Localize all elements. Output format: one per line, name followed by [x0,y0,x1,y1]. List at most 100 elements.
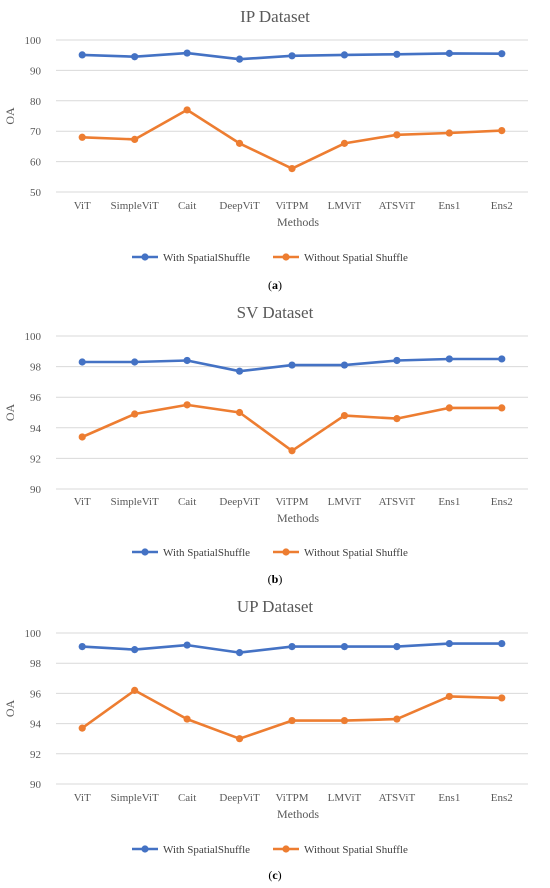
data-point [131,686,139,694]
y-tick-label: 94 [30,719,42,731]
data-point [288,716,296,725]
data-point [498,404,506,412]
x-tick-label: Ens2 [491,496,513,508]
y-tick-label: 92 [30,453,41,465]
panel-caption: (b) [268,572,283,586]
legend-entry: Without Spatial Shuffle [304,547,408,559]
x-tick-label: ATSViT [379,496,416,508]
data-point [498,694,506,702]
x-tick-label: DeepViT [219,200,260,212]
x-tick-label: ViTPM [276,496,309,508]
x-tick-label: ViT [74,200,91,212]
data-point [78,51,86,59]
panel-caption: (c) [268,868,281,882]
legend-swatch-marker [141,845,149,853]
x-tick-label: Ens2 [491,200,513,212]
x-tick-label: SimpleViT [111,792,160,804]
panel-caption: (a) [268,278,282,292]
data-point [235,408,244,417]
data-point [445,639,453,648]
data-point [393,50,401,58]
chart-panel-3: UP Dataset 90 92 94 96 98 100 OA ViT SimpleViT Cai… [3,597,528,882]
data-point [393,131,401,139]
data-point [445,404,453,412]
y-tick-label: 80 [30,96,42,108]
x-tick-label: LMViT [328,496,362,508]
y-axis-label: OA [3,404,17,422]
data-point [131,53,139,61]
data-point [183,106,191,114]
data-point [393,715,401,723]
x-tick-label: LMViT [328,792,362,804]
y-tick-label: 50 [30,187,42,199]
chart-title: UP Dataset [237,597,314,616]
x-tick-label: ATSViT [379,200,416,212]
legend-swatch-marker [141,253,149,261]
legend-entry: With SpatialShuffle [163,252,250,264]
chart-panel-1: IP Dataset 50 60 70 80 90 100 OA ViT SimpleViT Cai… [3,7,528,292]
data-point [131,410,139,418]
y-tick-label: 100 [25,35,42,47]
x-tick-label: DeepViT [219,496,260,508]
x-tick-label: Ens1 [438,200,460,212]
y-tick-label: 100 [25,331,42,343]
data-point [340,51,349,59]
y-tick-label: 100 [25,628,42,640]
data-point [131,646,139,654]
y-tick-label: 98 [30,658,42,670]
data-point [183,641,191,649]
data-point [445,129,453,137]
legend-entry: With SpatialShuffle [163,547,250,559]
x-tick-label: LMViT [328,200,362,212]
data-point [183,356,191,365]
legend-swatch-marker [282,845,290,853]
data-point [183,49,191,57]
data-point [288,164,296,173]
data-point [340,642,349,651]
data-point [235,649,244,657]
data-point [235,55,244,63]
chart-title: SV Dataset [237,303,314,322]
x-tick-label: Cait [178,792,196,804]
y-tick-label: 90 [30,65,42,77]
data-point [340,139,349,147]
data-point [498,355,506,363]
data-point [235,367,244,375]
legend-entry: Without Spatial Shuffle [304,844,408,856]
legend-swatch-marker [282,253,290,261]
data-point [131,358,139,366]
x-axis-label: Methods [277,215,319,229]
data-point [393,415,401,423]
x-tick-label: Ens2 [491,792,513,804]
chart-title: IP Dataset [240,7,310,26]
data-point [78,642,86,651]
data-point [235,735,244,743]
y-tick-label: 92 [30,749,41,761]
x-tick-label: Ens1 [438,496,460,508]
legend-entry: With SpatialShuffle [163,844,250,856]
y-tick-label: 60 [30,157,42,169]
data-point [498,50,506,58]
y-tick-label: 94 [30,423,42,435]
data-point [78,133,86,141]
data-point [393,642,401,651]
x-tick-label: Cait [178,200,196,212]
y-tick-label: 90 [30,779,42,791]
chart-panel-2: SV Dataset 90 92 94 96 98 100 OA ViT SimpleViT Cai… [3,303,528,586]
data-point [288,361,296,369]
x-axis-label: Methods [277,511,319,525]
x-axis-label: Methods [277,807,319,821]
y-tick-label: 70 [30,126,42,138]
data-point [131,135,139,144]
y-axis-label: OA [3,700,17,718]
data-point [78,433,86,441]
legend-swatch-marker [282,548,290,556]
data-point [78,724,86,732]
data-point [288,447,296,455]
x-tick-label: ATSViT [379,792,416,804]
data-point [445,355,453,363]
data-point [183,401,191,409]
x-tick-label: ViT [74,496,91,508]
x-tick-label: ViTPM [276,200,309,212]
series-line-without [81,689,502,741]
